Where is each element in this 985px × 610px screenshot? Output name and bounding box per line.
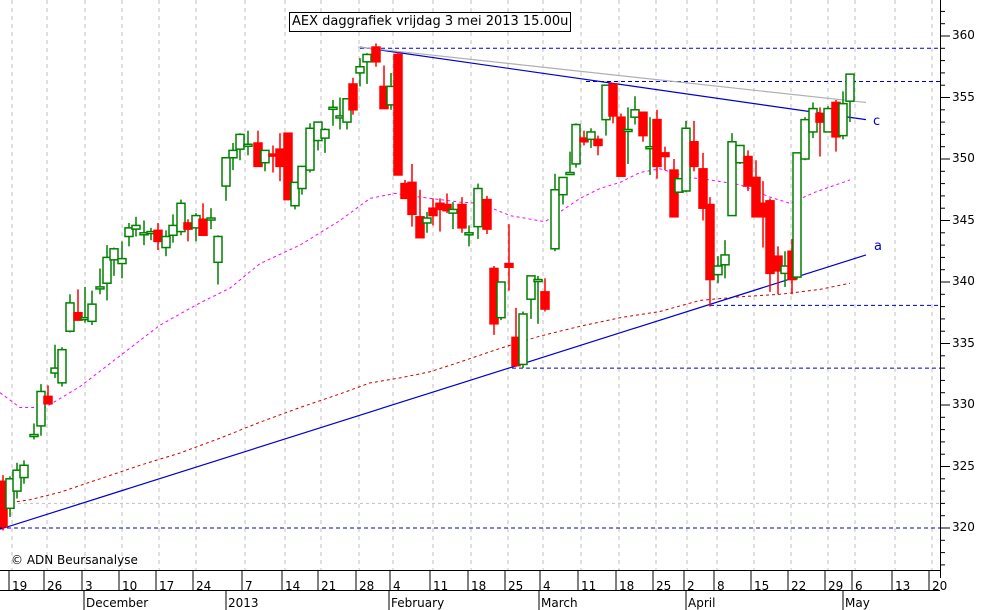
trendline-label-c: c [873,114,881,129]
x-tick-label: 6 [855,579,863,593]
x-tick-label: 2 [687,579,695,593]
y-tick-label: 340 [952,274,975,288]
x-tick-label: 10 [122,579,138,593]
y-tick-label: 330 [952,397,975,411]
x-tick-label: 18 [619,579,635,593]
x-month-label: 2013 [228,596,259,610]
x-tick-label: 11 [581,579,597,593]
y-tick-label: 345 [952,212,975,227]
grid-lines [0,0,940,570]
y-tick-label: 355 [952,89,975,104]
x-tick-label: 3 [85,579,93,593]
x-tick-label: 24 [196,579,212,593]
x-tick-label: 4 [393,579,401,593]
copyright-text: © ADN Beursanalyse [11,553,138,567]
x-tick-label: 13 [895,579,911,593]
axes [0,0,950,610]
y-tick-label: 360 [952,28,975,42]
x-month-label: May [845,596,870,610]
candles [0,43,855,531]
x-month-label: April [688,596,716,610]
x-tick-label: 21 [321,579,337,593]
horizontal-levels [0,47,940,529]
y-tick-label: 320 [952,520,975,534]
x-tick-label: 8 [717,579,725,593]
x-tick-label: 17 [159,579,175,593]
x-month-label: December [86,596,149,610]
x-tick-label: 15 [754,579,770,593]
y-tick-label: 325 [952,458,975,473]
x-tick-label: 26 [47,579,63,593]
x-tick-label: 20 [932,579,948,593]
y-tick-label: 335 [952,335,975,350]
x-tick-label: 22 [791,579,807,593]
x-month-label: March [541,596,578,610]
y-tick-label: 350 [952,151,975,165]
x-tick-label: 18 [471,579,487,593]
x-month-label: February [391,596,445,610]
x-tick-label: 25 [508,579,524,593]
x-tick-label: 25 [656,579,672,593]
chart-title: AEX daggrafiek vrijdag 3 mei 2013 15.00u [289,12,572,32]
x-tick-label: 14 [285,579,301,593]
x-tick-label: 7 [245,579,253,593]
x-tick-label: 11 [433,579,449,593]
x-tick-label: 29 [828,579,844,593]
trendline-label-a: a [874,239,882,254]
x-tick-label: 4 [543,579,551,593]
x-tick-label: 19 [12,579,28,593]
x-tick-label: 28 [359,579,375,593]
